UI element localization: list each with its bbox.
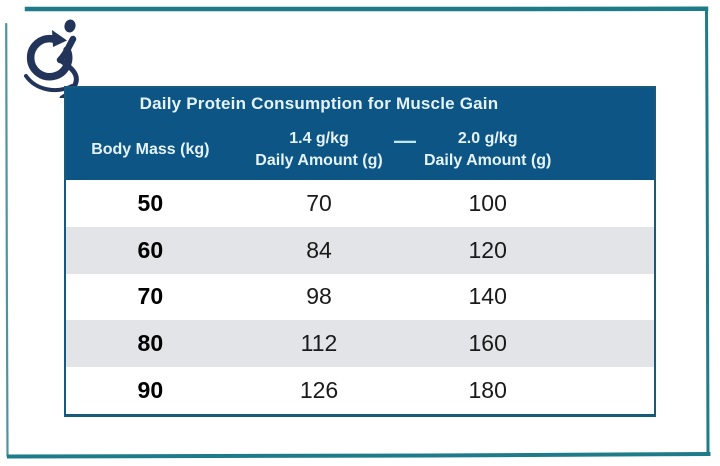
cell-amount-1-4: 112	[300, 330, 338, 357]
table-body: 50 70 100 60 84 120 70 98 140 80 112 160…	[66, 180, 654, 414]
table-row: 50 70 100	[66, 180, 654, 227]
column-header-body-mass: Body Mass (kg)	[91, 141, 210, 158]
cell-amount-2-0: 180	[468, 377, 507, 404]
cell-body-mass: 70	[137, 283, 164, 310]
table-header: Daily Protein Consumption for Muscle Gai…	[66, 88, 654, 180]
cell-amount-2-0: 100	[468, 189, 507, 216]
cell-amount-2-0: 160	[468, 330, 507, 357]
cell-amount-1-4: 126	[299, 377, 339, 404]
cell-body-mass: 50	[137, 189, 164, 216]
column-header-2-0-gkg: 2.0 g/kg Daily Amount (g)	[403, 128, 572, 172]
cell-body-mass: 60	[137, 236, 164, 263]
header-separator-dash: —	[394, 128, 416, 153]
column-header-1-4-gkg: 1.4 g/kg Daily Amount (g)	[235, 128, 404, 172]
cell-amount-1-4: 70	[306, 189, 332, 216]
cell-amount-1-4: 84	[306, 236, 332, 263]
cell-amount-2-0: 140	[468, 283, 507, 310]
cell-amount-2-0: 120	[468, 236, 507, 263]
column-header-2-0-line2: Daily Amount (g)	[423, 152, 552, 169]
table-row: 70 98 140	[66, 273, 654, 321]
table-row: 60 84 120	[66, 226, 654, 274]
table-title: Daily Protein Consumption for Muscle Gai…	[139, 94, 499, 113]
column-header-row: Body Mass (kg) 1.4 g/kg Daily Amount (g)…	[66, 120, 654, 180]
cell-body-mass: 80	[137, 330, 164, 357]
column-header-1-4-line1: 1.4 g/kg	[289, 130, 349, 147]
table-row: 80 112 160	[66, 320, 654, 368]
cell-amount-1-4: 98	[306, 283, 332, 310]
column-header-2-0-line1: 2.0 g/kg	[457, 130, 518, 147]
protein-table: Daily Protein Consumption for Muscle Gai…	[64, 86, 656, 417]
column-header-1-4-line2: Daily Amount (g)	[255, 152, 383, 169]
table-row: 90 126 180	[66, 367, 654, 414]
motion-figure-logo	[24, 19, 79, 98]
cell-body-mass: 90	[137, 377, 164, 404]
